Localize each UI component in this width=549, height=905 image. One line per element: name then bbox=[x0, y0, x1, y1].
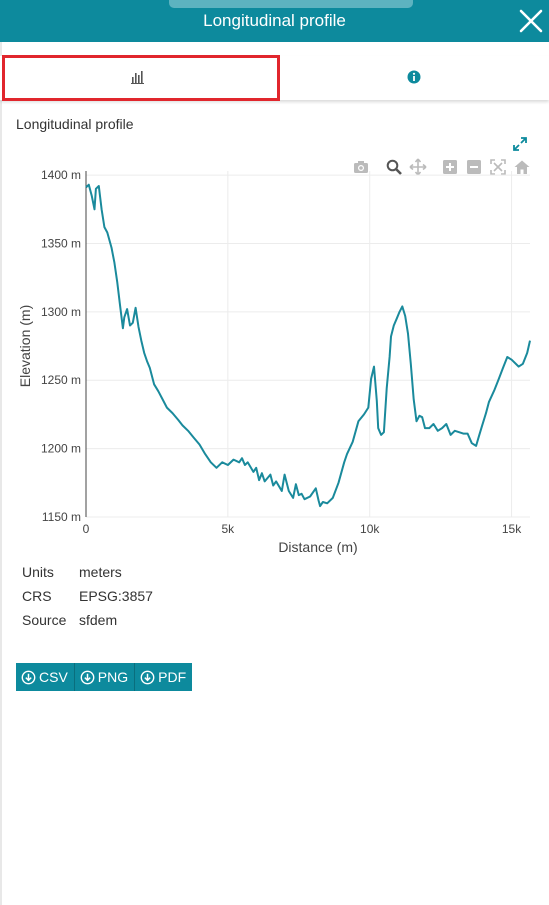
expand-icon bbox=[513, 137, 527, 151]
zoom-in-icon[interactable] bbox=[441, 158, 459, 176]
drag-handle[interactable] bbox=[169, 0, 413, 8]
download-pdf-label: PDF bbox=[158, 669, 187, 685]
download-pdf-button[interactable]: PDF bbox=[135, 663, 193, 691]
autoscale-icon[interactable] bbox=[489, 158, 507, 176]
download-png-label: PNG bbox=[97, 669, 129, 685]
tab-bar bbox=[0, 55, 549, 101]
x-tick-label: 5k bbox=[222, 522, 236, 536]
download-png-button[interactable]: PNG bbox=[74, 663, 136, 691]
metadata-value: EPSG:3857 bbox=[79, 588, 153, 604]
camera-icon[interactable] bbox=[352, 158, 370, 176]
pan-icon[interactable] bbox=[409, 158, 427, 176]
tab-info[interactable] bbox=[279, 56, 549, 100]
metadata-value: sfdem bbox=[79, 612, 118, 628]
metadata-key: Units bbox=[22, 564, 54, 580]
window-left-edge bbox=[0, 42, 2, 905]
tab-chart[interactable] bbox=[2, 55, 280, 101]
metadata-key: CRS bbox=[22, 588, 52, 604]
bar-chart-icon bbox=[131, 71, 144, 84]
fullscreen-button[interactable] bbox=[512, 136, 528, 152]
x-tick-label: 10k bbox=[360, 522, 380, 536]
zoom-out-icon[interactable] bbox=[465, 158, 483, 176]
x-tick-label: 0 bbox=[83, 522, 90, 536]
title-bar[interactable]: Longitudinal profile bbox=[0, 0, 549, 42]
metadata-key: Source bbox=[22, 612, 67, 628]
home-icon[interactable] bbox=[513, 158, 531, 176]
close-button[interactable] bbox=[517, 7, 545, 35]
download-button-group: CSV PNG PDF bbox=[16, 663, 193, 691]
x-tick-label: 15k bbox=[502, 522, 522, 536]
info-icon bbox=[407, 70, 421, 84]
elevation-series-line bbox=[85, 183, 531, 508]
metadata-value: meters bbox=[79, 564, 122, 580]
y-tick-label: 1250 m bbox=[41, 373, 81, 387]
download-icon bbox=[21, 670, 36, 684]
download-icon bbox=[140, 670, 155, 684]
download-csv-button[interactable]: CSV bbox=[16, 663, 75, 691]
x-axis-label: Distance (m) bbox=[278, 539, 357, 555]
plot-modebar bbox=[352, 158, 532, 178]
y-tick-label: 1350 m bbox=[41, 236, 81, 250]
close-icon bbox=[519, 9, 543, 33]
y-tick-label: 1300 m bbox=[41, 305, 81, 319]
zoom-icon[interactable] bbox=[385, 158, 403, 176]
y-tick-label: 1150 m bbox=[42, 510, 81, 524]
y-tick-label: 1400 m bbox=[41, 168, 81, 182]
panel-title: Longitudinal profile bbox=[16, 116, 134, 132]
download-icon bbox=[80, 670, 95, 684]
y-axis-label: Elevation (m) bbox=[17, 305, 33, 387]
elevation-profile-chart[interactable]: 0 5k 10k 15k 1150 m 1200 m 1250 m 1300 m 1350 m 1… bbox=[0, 160, 549, 560]
y-tick-label: 1200 m bbox=[41, 442, 81, 456]
window-title: Longitudinal profile bbox=[203, 11, 346, 30]
download-csv-label: CSV bbox=[39, 669, 68, 685]
